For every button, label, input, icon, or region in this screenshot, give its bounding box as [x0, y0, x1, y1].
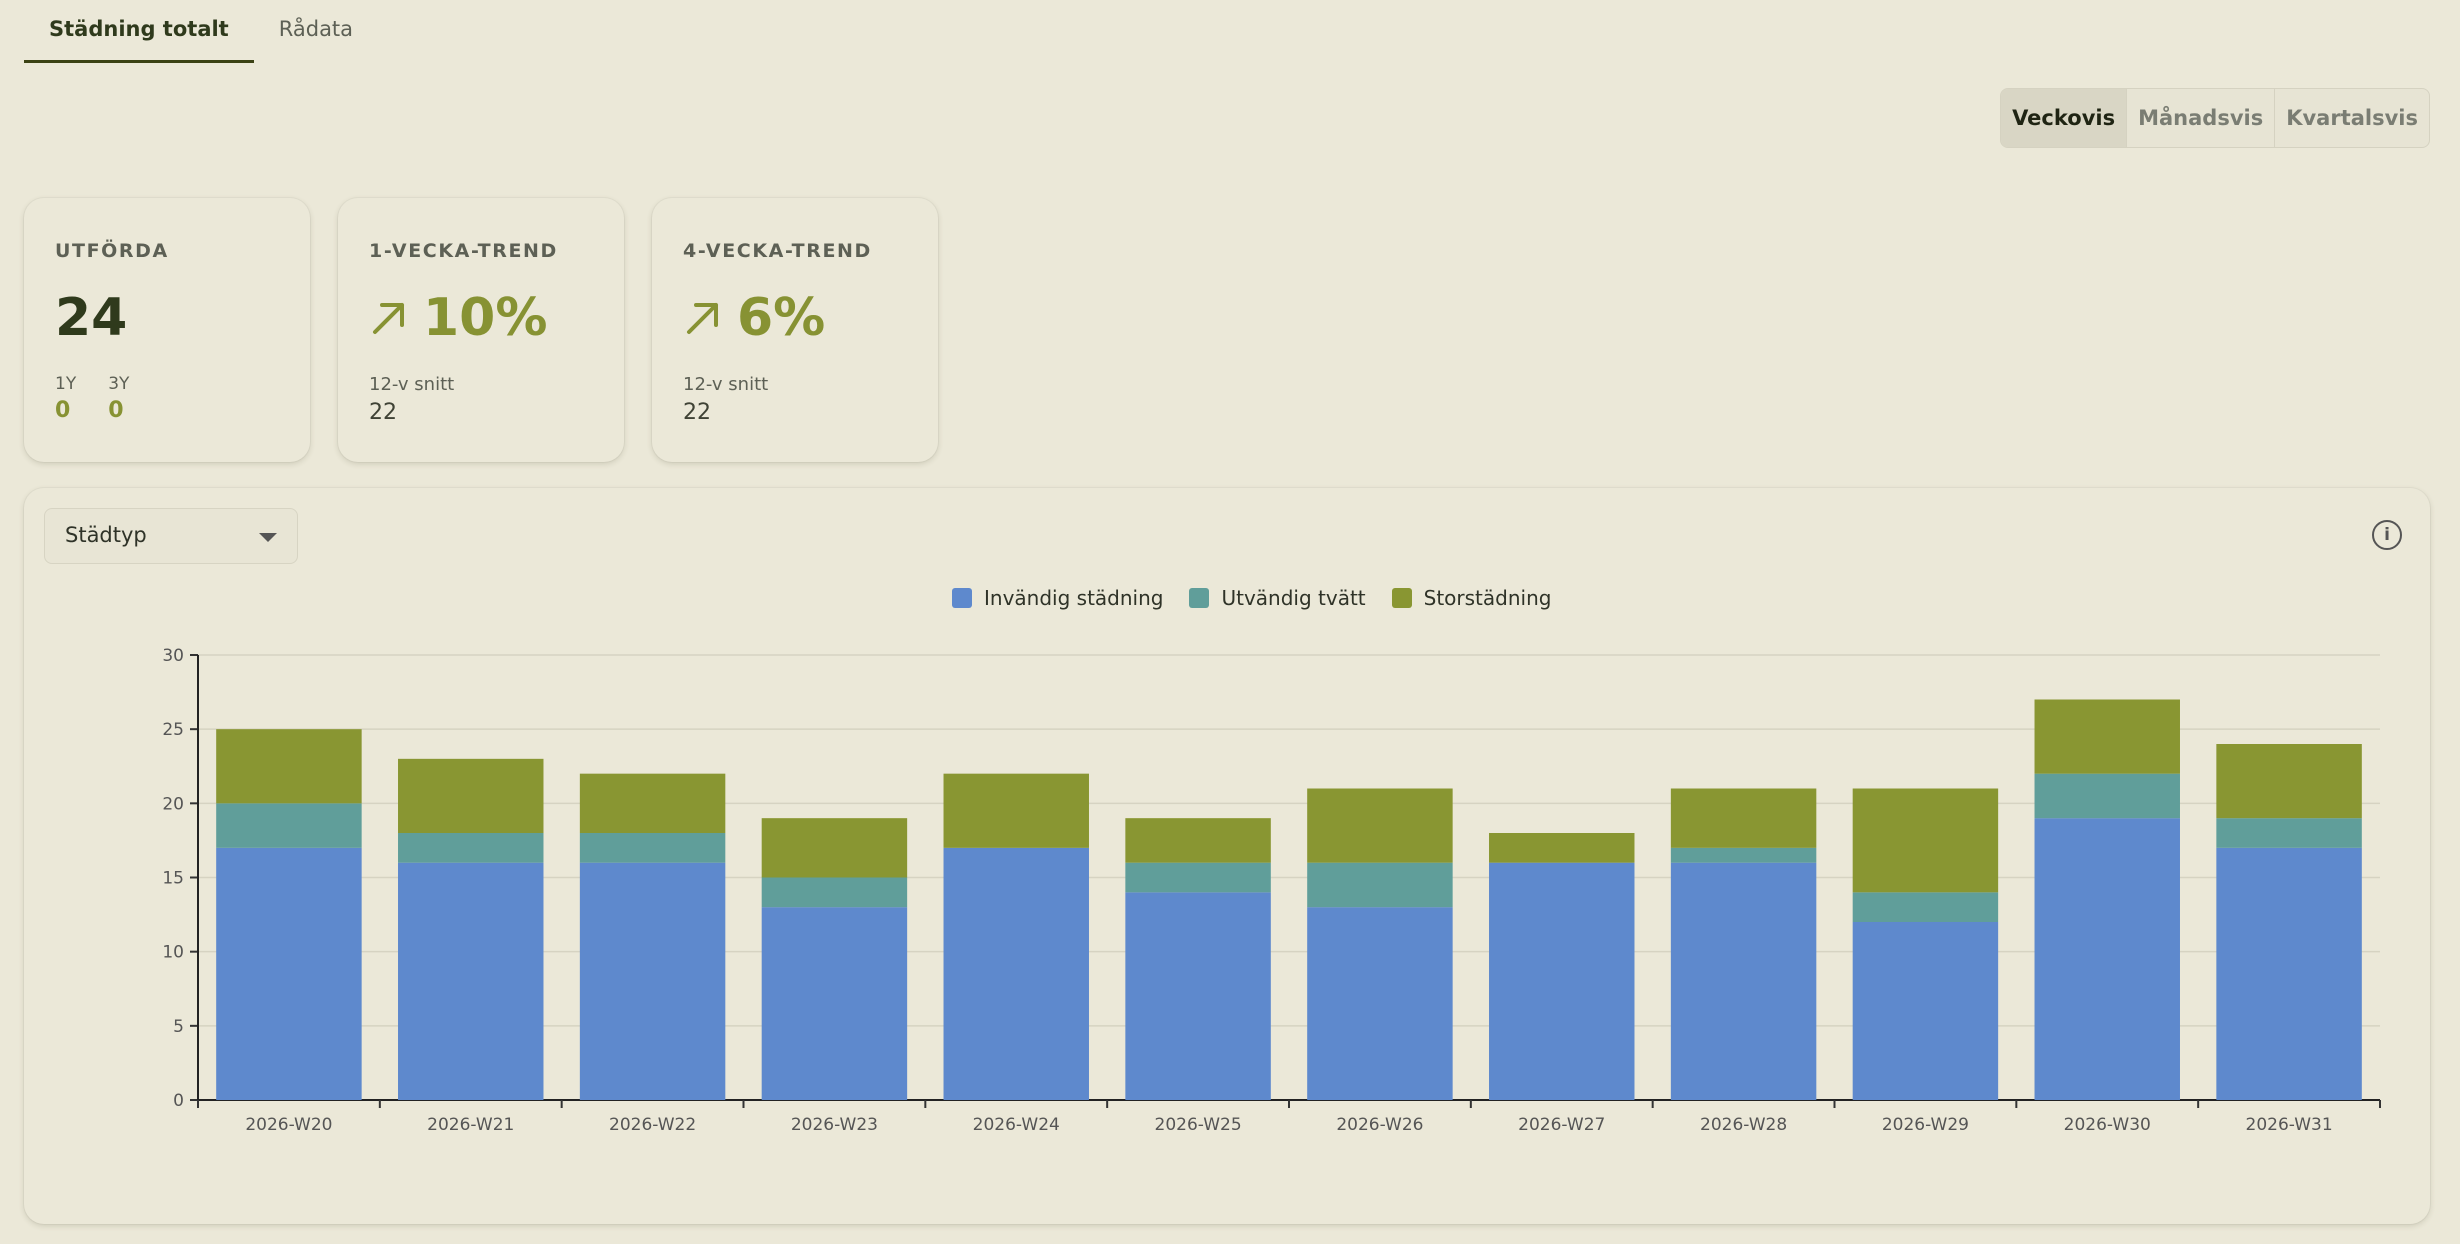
bar-segment[interactable]	[1852, 892, 1999, 922]
stacked-bar-chart: 0 5 10 15 20 25 30 2026-W20 2026-W21 2026-W22 2026…	[162, 646, 2381, 1135]
legend-swatch	[1391, 588, 1412, 608]
bar-segment[interactable]	[943, 773, 1089, 848]
x-tick-label: 2026-W31	[2246, 1115, 2333, 1135]
x-tick-label: 2026-W20	[245, 1115, 332, 1135]
x-tick-label: 2026-W30	[2064, 1115, 2151, 1135]
bar-segment[interactable]	[1125, 818, 1271, 863]
kpi-3y-value: 0	[108, 398, 124, 423]
y-tick-label: 10	[162, 943, 184, 963]
legend-item[interactable]: Invändig städning	[952, 586, 1163, 610]
legend-swatch	[952, 588, 972, 608]
x-tick-label: 2026-W25	[1155, 1115, 1242, 1135]
bar-segment[interactable]	[761, 877, 908, 908]
kpi-card-trend-4w: 4-VECKA-TREND 6% 12-v snitt 22	[652, 198, 938, 462]
bar-segment[interactable]	[1125, 862, 1271, 893]
kpi-value: 6%	[737, 288, 826, 348]
chart-panel: Städtyp i Invändig städning Utvändig tvä…	[24, 488, 2430, 1224]
bar-segment[interactable]	[761, 907, 908, 1100]
kpi-label: UTFÖRDA	[55, 240, 169, 262]
legend-label: Utvändig tvätt	[1221, 586, 1366, 610]
kpi-trend: 6%	[683, 288, 825, 348]
bar-segment[interactable]	[398, 833, 544, 863]
x-tick-label: 2026-W26	[1336, 1115, 1423, 1135]
y-tick-label: 30	[162, 646, 184, 666]
y-tick-label: 25	[162, 720, 184, 740]
bar-segment[interactable]	[216, 803, 362, 848]
kpi-1y-label: 1Y	[55, 374, 77, 394]
y-tick-label: 20	[162, 794, 184, 814]
period-monthly-button[interactable]: Månadsvis	[2126, 89, 2274, 147]
y-tick-label: 5	[173, 1017, 184, 1037]
chevron-down-icon	[259, 533, 277, 542]
legend-item[interactable]: Utvändig tvätt	[1189, 586, 1366, 610]
kpi-sub-value: 22	[369, 400, 397, 425]
x-tick-label: 2026-W21	[427, 1115, 514, 1135]
legend-label: Storstädning	[1423, 586, 1552, 610]
bar-segment[interactable]	[1489, 833, 1635, 863]
kpi-year-values: 1Y 0 3Y 0	[55, 374, 129, 423]
bar-segment[interactable]	[1670, 788, 1817, 848]
x-tick-label: 2026-W23	[791, 1115, 878, 1135]
bar-segment[interactable]	[943, 847, 1089, 1100]
chart-legend: Invändig städning Utvändig tvätt Storstä…	[952, 586, 1551, 610]
bar-segment[interactable]	[1852, 922, 1999, 1100]
select-value: Städtyp	[65, 523, 147, 547]
x-tick-label: 2026-W27	[1518, 1115, 1605, 1135]
x-tick-label: 2026-W29	[1882, 1115, 1969, 1135]
arrow-up-right-icon	[373, 303, 404, 334]
bar-segment[interactable]	[216, 729, 362, 804]
x-tick-label: 2026-W24	[973, 1115, 1060, 1135]
x-tick-label: 2026-W22	[609, 1115, 696, 1135]
info-icon[interactable]: i	[2372, 520, 2402, 550]
kpi-sub-label: 12-v snitt	[369, 374, 455, 395]
kpi-1y-value: 0	[55, 398, 71, 423]
tab-radata[interactable]: Rådata	[278, 17, 354, 41]
kpi-sub-label: 12-v snitt	[683, 374, 769, 395]
bar-segment[interactable]	[216, 847, 362, 1100]
y-tick-label: 15	[162, 869, 184, 889]
kpi-label: 4-VECKA-TREND	[683, 240, 872, 262]
kpi-card-done: UTFÖRDA 24 1Y 0 3Y 0	[24, 198, 310, 462]
period-weekly-button[interactable]: Veckovis	[2001, 89, 2127, 147]
arrow-up-right-icon	[687, 303, 718, 334]
bar-segment[interactable]	[2216, 847, 2362, 1100]
kpi-trend: 10%	[369, 288, 547, 348]
kpi-label: 1-VECKA-TREND	[369, 240, 558, 262]
kpi-sub-value: 22	[683, 400, 711, 425]
bar-segment[interactable]	[1489, 862, 1635, 1100]
kpi-value: 10%	[423, 288, 548, 348]
bar-segment[interactable]	[398, 862, 544, 1100]
tab-stadning-totalt[interactable]: Städning totalt	[24, 0, 254, 63]
bar-segment[interactable]	[1670, 862, 1817, 1100]
kpi-3y-label: 3Y	[108, 374, 130, 394]
legend-label: Invändig städning	[984, 586, 1164, 610]
kpi-card-trend-1w: 1-VECKA-TREND 10% 12-v snitt 22	[338, 198, 624, 462]
bar-segment[interactable]	[579, 773, 726, 833]
legend-swatch	[1189, 588, 1210, 608]
bar-segment[interactable]	[761, 818, 908, 878]
bar-segment[interactable]	[2034, 773, 2180, 819]
bar-segment[interactable]	[579, 833, 726, 863]
bar-segment[interactable]	[579, 862, 726, 1100]
tab-bar: Städning totalt Rådata	[24, 0, 378, 63]
period-toggle: Veckovis Månadsvis Kvartalsvis	[2000, 88, 2430, 148]
bar-segment[interactable]	[398, 758, 544, 833]
bar-segment[interactable]	[1852, 788, 1999, 893]
y-tick-label: 0	[173, 1091, 184, 1111]
bar-segment[interactable]	[1307, 862, 1453, 908]
bar-segment[interactable]	[2034, 699, 2180, 774]
legend-item[interactable]: Storstädning	[1391, 586, 1552, 610]
bar-segment[interactable]	[1125, 892, 1271, 1100]
cleaning-type-select[interactable]: Städtyp	[44, 508, 298, 564]
bar-segment[interactable]	[2216, 818, 2362, 848]
x-tick-label: 2026-W28	[1700, 1115, 1787, 1135]
bar-segment[interactable]	[1307, 788, 1453, 863]
bar-segment[interactable]	[2216, 744, 2362, 819]
kpi-value: 24	[55, 288, 128, 348]
bar-segment[interactable]	[1307, 907, 1453, 1100]
period-quarterly-button[interactable]: Kvartalsvis	[2274, 89, 2429, 147]
bar-segment[interactable]	[1670, 847, 1817, 863]
bar-segment[interactable]	[2034, 818, 2180, 1100]
